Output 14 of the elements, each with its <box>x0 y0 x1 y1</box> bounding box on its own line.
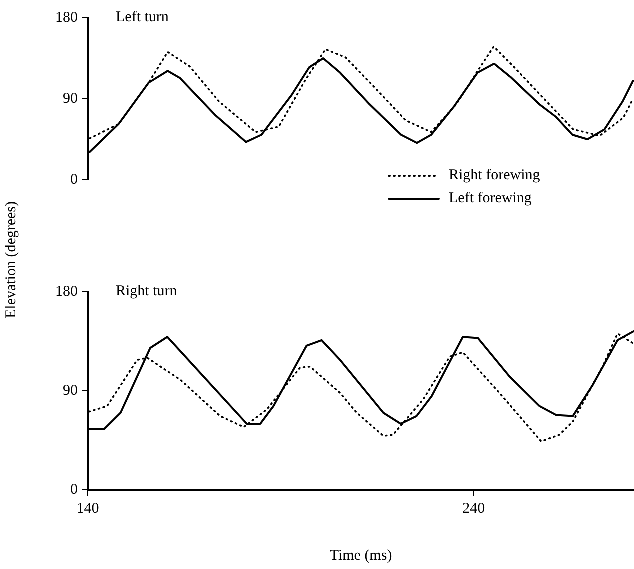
x-tick-label: 240 <box>462 500 486 517</box>
x-axis-title: Time (ms) <box>330 548 392 564</box>
y-tick-label: 180 <box>56 284 78 300</box>
y-tick-label: 180 <box>56 10 78 26</box>
y-tick-label: 90 <box>63 382 78 399</box>
y-tick-label: 0 <box>70 482 78 498</box>
y-axis-title: Elevation (degrees) <box>4 201 20 319</box>
x-tick-label: 140 <box>76 500 100 517</box>
chart-title: Right turn <box>116 283 178 300</box>
chart-title: Left turn <box>116 9 170 26</box>
y-tick-label: 90 <box>63 90 78 107</box>
legend-label: Right forewing <box>449 167 541 184</box>
y-tick-label: 0 <box>70 172 78 188</box>
legend-label: Left forewing <box>449 190 532 206</box>
